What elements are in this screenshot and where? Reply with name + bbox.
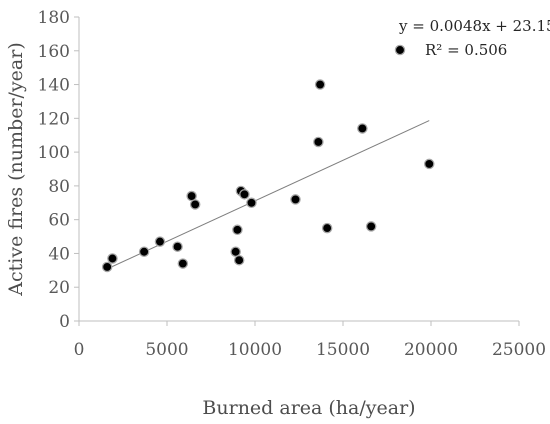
y-tick-label: 0: [59, 312, 70, 332]
data-point: [172, 241, 183, 252]
y-tick-labels: 0 20 40 60 80 100 120 140 160 180: [38, 8, 70, 332]
data-point: [423, 158, 435, 170]
x-tick-label: 25000: [492, 340, 546, 360]
y-tick-label: 160: [38, 42, 70, 62]
legend-marker: [394, 44, 406, 56]
y-tick-label: 40: [48, 244, 70, 264]
y-tick-label: 120: [38, 109, 70, 129]
data-point: [189, 199, 201, 210]
y-tick-label: 140: [38, 76, 70, 96]
trendline-equation: y = 0.0048x + 23.152: [398, 17, 550, 35]
y-tick-label: 180: [38, 8, 70, 28]
trendline: [105, 120, 430, 271]
data-point: [365, 221, 377, 232]
data-point: [313, 136, 324, 148]
r-squared-label: R² = 0.506: [425, 41, 507, 59]
data-point: [101, 261, 113, 273]
x-tick-label: 15000: [316, 340, 370, 360]
data-point: [321, 222, 333, 234]
data-point: [357, 123, 368, 134]
x-tick-label: 20000: [404, 340, 458, 360]
data-point: [239, 189, 250, 200]
data-point: [232, 224, 243, 236]
x-tick-label: 10000: [228, 340, 282, 360]
x-axis-title: Burned area (ha/year): [202, 397, 415, 419]
y-axis-title: Active fires (number/year): [5, 42, 27, 296]
data-point: [138, 246, 150, 258]
x-tick-label: 0: [74, 340, 85, 360]
axes: [74, 16, 520, 326]
data-point: [107, 253, 118, 264]
data-point: [290, 194, 301, 205]
y-tick-label: 60: [48, 211, 70, 231]
data-point: [154, 236, 166, 247]
data-point: [246, 197, 257, 209]
x-tick-label: 5000: [145, 340, 188, 360]
data-point: [177, 258, 189, 269]
data-point: [314, 79, 326, 90]
data-points: [101, 79, 435, 273]
x-tick-labels: 0 5000 10000 15000 20000 25000: [74, 340, 546, 360]
y-tick-label: 80: [48, 177, 70, 197]
y-tick-label: 20: [48, 278, 70, 298]
y-tick-label: 100: [38, 143, 70, 163]
data-point: [233, 254, 245, 266]
